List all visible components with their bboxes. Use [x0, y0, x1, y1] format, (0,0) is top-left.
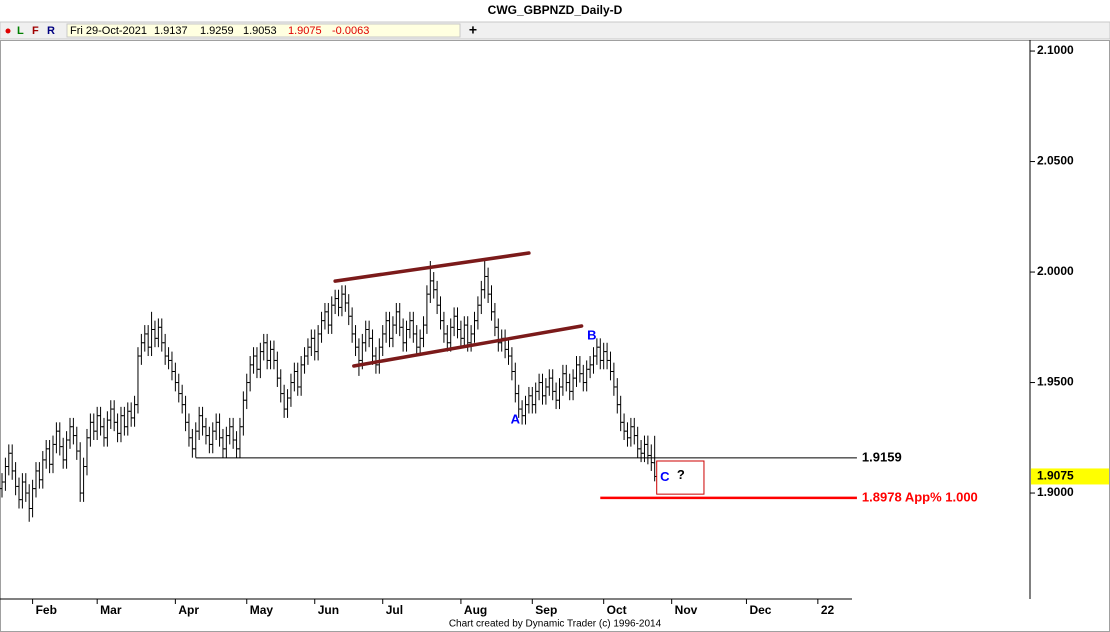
trendline — [352, 324, 584, 368]
x-tick-label: Jul — [386, 603, 403, 617]
header-high: 1.9259 — [200, 25, 234, 37]
last-price-label: 1.9075 — [1037, 469, 1074, 483]
annotation-box — [656, 460, 705, 495]
title-bar — [0, 0, 1110, 21]
x-tick-label: 22 — [821, 603, 835, 617]
wave-label: C — [660, 469, 670, 484]
trendline — [333, 251, 531, 283]
x-tick-label: Sep — [535, 603, 557, 617]
x-tick-label: Oct — [607, 603, 627, 617]
wave-label: B — [587, 328, 596, 343]
add-button[interactable]: + — [469, 22, 477, 38]
chart-title: CWG_GBPNZD_Daily-D — [488, 3, 623, 17]
header-low: 1.9053 — [243, 25, 277, 37]
toolbar-button[interactable]: L — [17, 25, 24, 37]
last-price-box — [1031, 468, 1109, 485]
header-date: Fri 29-Oct-2021 — [70, 25, 147, 37]
x-tick-label: Jun — [318, 603, 339, 617]
wave-label: ? — [677, 467, 685, 482]
level-label: 1.9159 — [862, 449, 902, 464]
level-label: 1.8978 App% 1.000 — [862, 489, 978, 504]
info-field — [66, 23, 461, 38]
toolbar-button[interactable]: R — [47, 25, 55, 37]
chart-frame — [0, 40, 1110, 632]
y-tick-label: 2.0500 — [1037, 154, 1074, 168]
header-change: -0.0063 — [332, 25, 369, 37]
toolbar-button[interactable]: F — [32, 25, 39, 37]
header-open: 1.9137 — [154, 25, 188, 37]
header-close: 1.9075 — [288, 25, 322, 37]
wave-label: A — [511, 412, 521, 427]
x-tick-label: Dec — [749, 603, 771, 617]
footer: Chart created by Dynamic Trader (c) 1996… — [449, 619, 662, 630]
x-tick-label: Mar — [100, 603, 122, 617]
y-tick-label: 2.1000 — [1037, 43, 1074, 57]
y-tick-label: 1.9000 — [1037, 485, 1074, 499]
y-tick-label: 1.9500 — [1037, 375, 1074, 389]
x-tick-label: Feb — [36, 603, 57, 617]
x-tick-label: Apr — [178, 603, 199, 617]
x-tick-label: Aug — [464, 603, 487, 617]
y-tick-label: 2.0000 — [1037, 264, 1074, 278]
x-tick-label: Nov — [675, 603, 698, 617]
x-tick-label: May — [250, 603, 274, 617]
toolbar-dot[interactable] — [5, 28, 11, 34]
